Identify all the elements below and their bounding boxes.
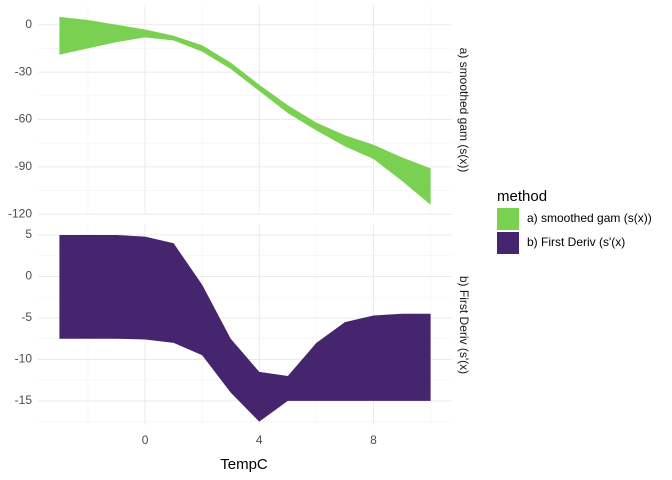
legend-label: a) smoothed gam (s(x)) <box>527 211 652 225</box>
strip-label: b) First Deriv (s'(x) <box>457 276 471 374</box>
strip-label: a) smoothed gam (s(x)) <box>457 48 471 173</box>
y-tick-label: -5 <box>21 310 32 324</box>
x-axis-title: TempC <box>220 456 268 473</box>
x-tick-label: 0 <box>142 433 149 447</box>
x-tick-label: 4 <box>256 433 263 447</box>
legend-key <box>497 208 519 230</box>
y-tick-label: -15 <box>15 393 33 407</box>
ribbon <box>59 234 431 422</box>
y-tick-label: -120 <box>8 206 32 220</box>
y-tick-label: -30 <box>15 64 33 78</box>
legend-label: b) First Deriv (s'(x) <box>527 235 625 249</box>
ribbon <box>59 16 431 205</box>
y-tick-label: 5 <box>25 227 32 241</box>
legend-title: method <box>497 188 547 205</box>
legend-key <box>497 232 519 254</box>
y-tick-label: -90 <box>15 159 33 173</box>
y-tick-label: 0 <box>25 17 32 31</box>
y-tick-label: -10 <box>15 352 33 366</box>
y-tick-label: -60 <box>15 112 33 126</box>
y-tick-label: 0 <box>25 269 32 283</box>
x-tick-label: 8 <box>370 433 377 447</box>
